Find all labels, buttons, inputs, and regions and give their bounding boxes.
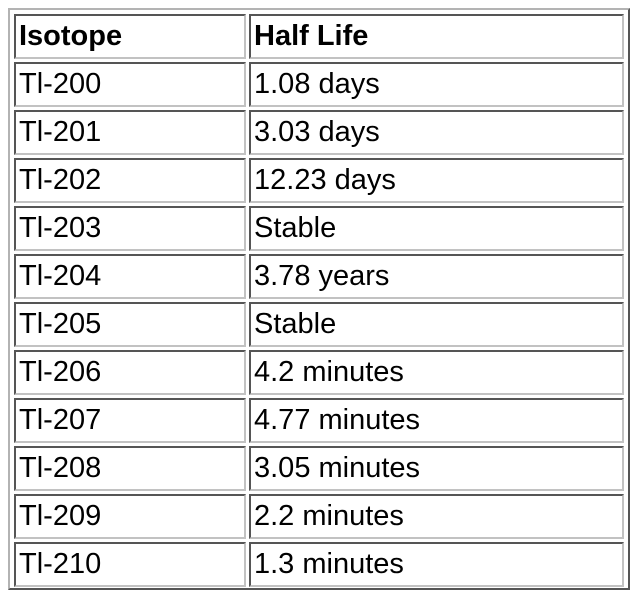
half-life-cell: 3.78 years	[249, 254, 624, 299]
table-row: Tl-202 12.23 days	[14, 158, 624, 203]
isotope-half-life-table: Isotope Half Life Tl-200 1.08 days Tl-20…	[11, 11, 627, 590]
half-life-cell: 3.03 days	[249, 110, 624, 155]
isotope-cell: Tl-207	[14, 398, 246, 443]
table-row: Tl-209 2.2 minutes	[14, 494, 624, 539]
table-row: Tl-205 Stable	[14, 302, 624, 347]
isotope-cell: Tl-201	[14, 110, 246, 155]
isotope-cell: Tl-202	[14, 158, 246, 203]
table-row: Tl-203 Stable	[14, 206, 624, 251]
table-row: Tl-210 1.3 minutes	[14, 542, 624, 587]
half-life-cell: 4.77 minutes	[249, 398, 624, 443]
isotope-cell: Tl-205	[14, 302, 246, 347]
half-life-cell: 12.23 days	[249, 158, 624, 203]
half-life-cell: Stable	[249, 206, 624, 251]
isotope-cell: Tl-210	[14, 542, 246, 587]
table-row: Tl-206 4.2 minutes	[14, 350, 624, 395]
header-isotope: Isotope	[14, 14, 246, 59]
half-life-cell: Stable	[249, 302, 624, 347]
table-row: Tl-201 3.03 days	[14, 110, 624, 155]
isotope-cell: Tl-203	[14, 206, 246, 251]
isotope-cell: Tl-208	[14, 446, 246, 491]
isotope-cell: Tl-204	[14, 254, 246, 299]
table-row: Tl-204 3.78 years	[14, 254, 624, 299]
header-half-life: Half Life	[249, 14, 624, 59]
table-row: Tl-207 4.77 minutes	[14, 398, 624, 443]
half-life-cell: 1.3 minutes	[249, 542, 624, 587]
half-life-cell: 3.05 minutes	[249, 446, 624, 491]
half-life-cell: 2.2 minutes	[249, 494, 624, 539]
isotope-cell: Tl-200	[14, 62, 246, 107]
half-life-cell: 1.08 days	[249, 62, 624, 107]
table-row: Tl-200 1.08 days	[14, 62, 624, 107]
isotope-cell: Tl-206	[14, 350, 246, 395]
isotope-table-frame: Isotope Half Life Tl-200 1.08 days Tl-20…	[8, 8, 630, 590]
isotope-cell: Tl-209	[14, 494, 246, 539]
half-life-cell: 4.2 minutes	[249, 350, 624, 395]
table-header-row: Isotope Half Life	[14, 14, 624, 59]
table-row: Tl-208 3.05 minutes	[14, 446, 624, 491]
